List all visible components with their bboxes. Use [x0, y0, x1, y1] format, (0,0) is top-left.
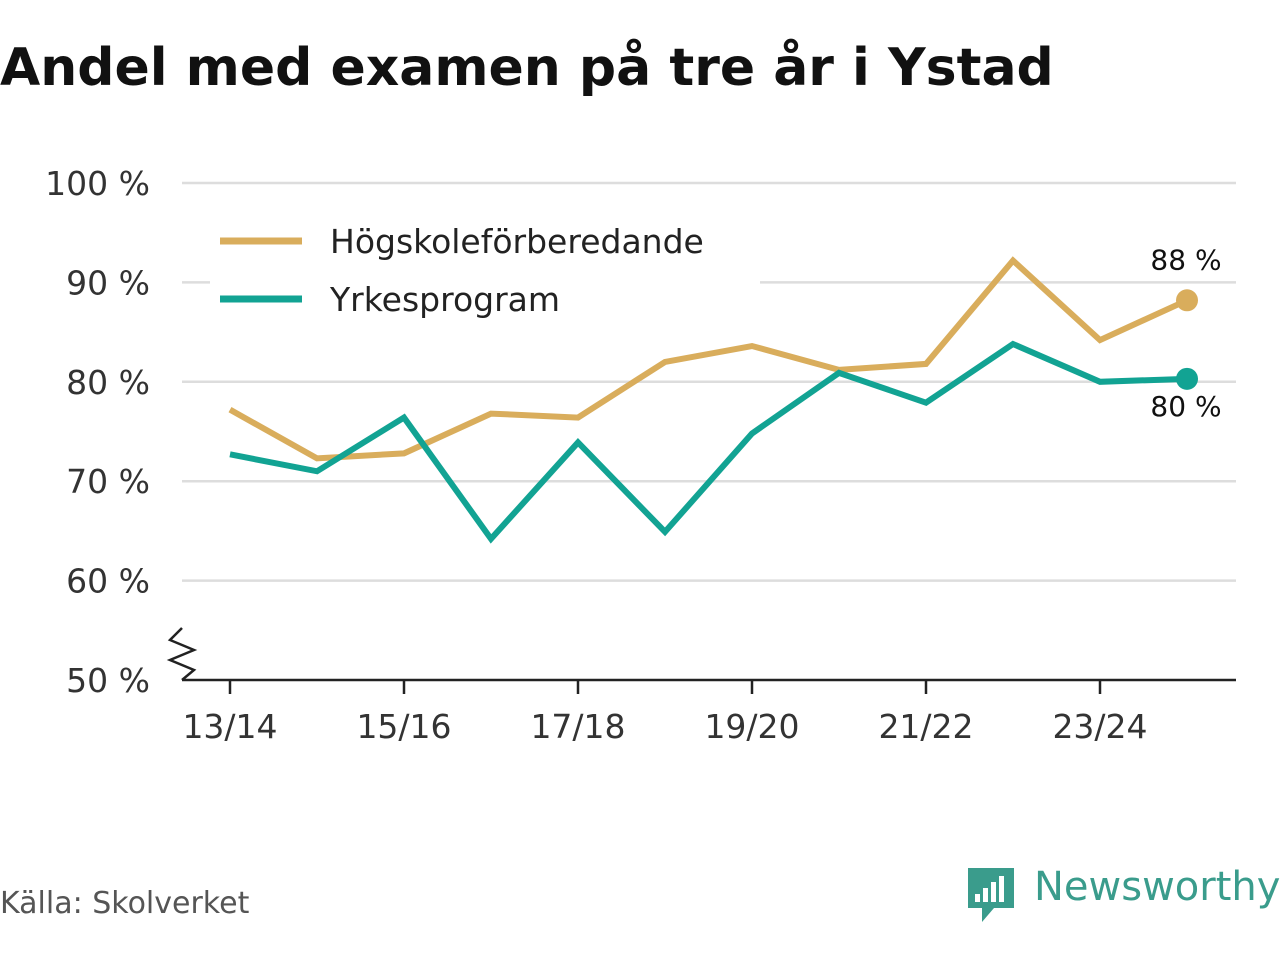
newsworthy-logo-icon — [968, 868, 1014, 922]
y-tick-label: 70 % — [66, 462, 150, 501]
y-tick-label: 90 % — [66, 263, 150, 302]
end-label-2: 80 % — [1150, 390, 1221, 423]
y-tick-label: 100 % — [45, 164, 150, 203]
source-note: Källa: Skolverket — [0, 886, 250, 921]
legend-label-1: Högskoleförberedande — [330, 222, 704, 261]
x-tick-label: 15/16 — [356, 707, 451, 746]
series-line-1 — [228, 256, 1189, 462]
y-tick-label: 50 % — [66, 661, 150, 700]
series-end-dot-2 — [1176, 367, 1198, 390]
x-tick-label: 17/18 — [530, 707, 625, 746]
series-line-2 — [229, 340, 1188, 544]
x-axis: 13/14 15/16 17/18 19/20 21/22 23/24 — [182, 678, 1236, 746]
x-tick-label: 21/22 — [878, 707, 973, 746]
brand-logo: Newsworthy — [964, 862, 1280, 926]
y-tick-label: 80 % — [66, 363, 150, 402]
x-tick-label: 13/14 — [182, 707, 277, 746]
legend-label-2: Yrkesprogram — [329, 280, 560, 319]
end-labels: 88 % 80 % — [1150, 243, 1221, 423]
x-tick-label: 23/24 — [1052, 707, 1147, 746]
series-lines — [228, 256, 1198, 544]
y-axis-ticks: 100 % 90 % 80 % 70 % 60 % 50 % — [45, 164, 198, 700]
y-tick-label: 60 % — [66, 562, 150, 601]
brand-name: Newsworthy — [1034, 864, 1280, 910]
series-end-dot-1 — [1176, 289, 1198, 312]
x-tick-label: 19/20 — [704, 707, 799, 746]
axis-break-icon — [166, 627, 198, 681]
chart-title: Andel med examen på tre år i Ystad — [0, 38, 1054, 98]
legend: Högskoleförberedande Yrkesprogram — [210, 213, 760, 321]
end-label-1: 88 % — [1150, 243, 1221, 276]
